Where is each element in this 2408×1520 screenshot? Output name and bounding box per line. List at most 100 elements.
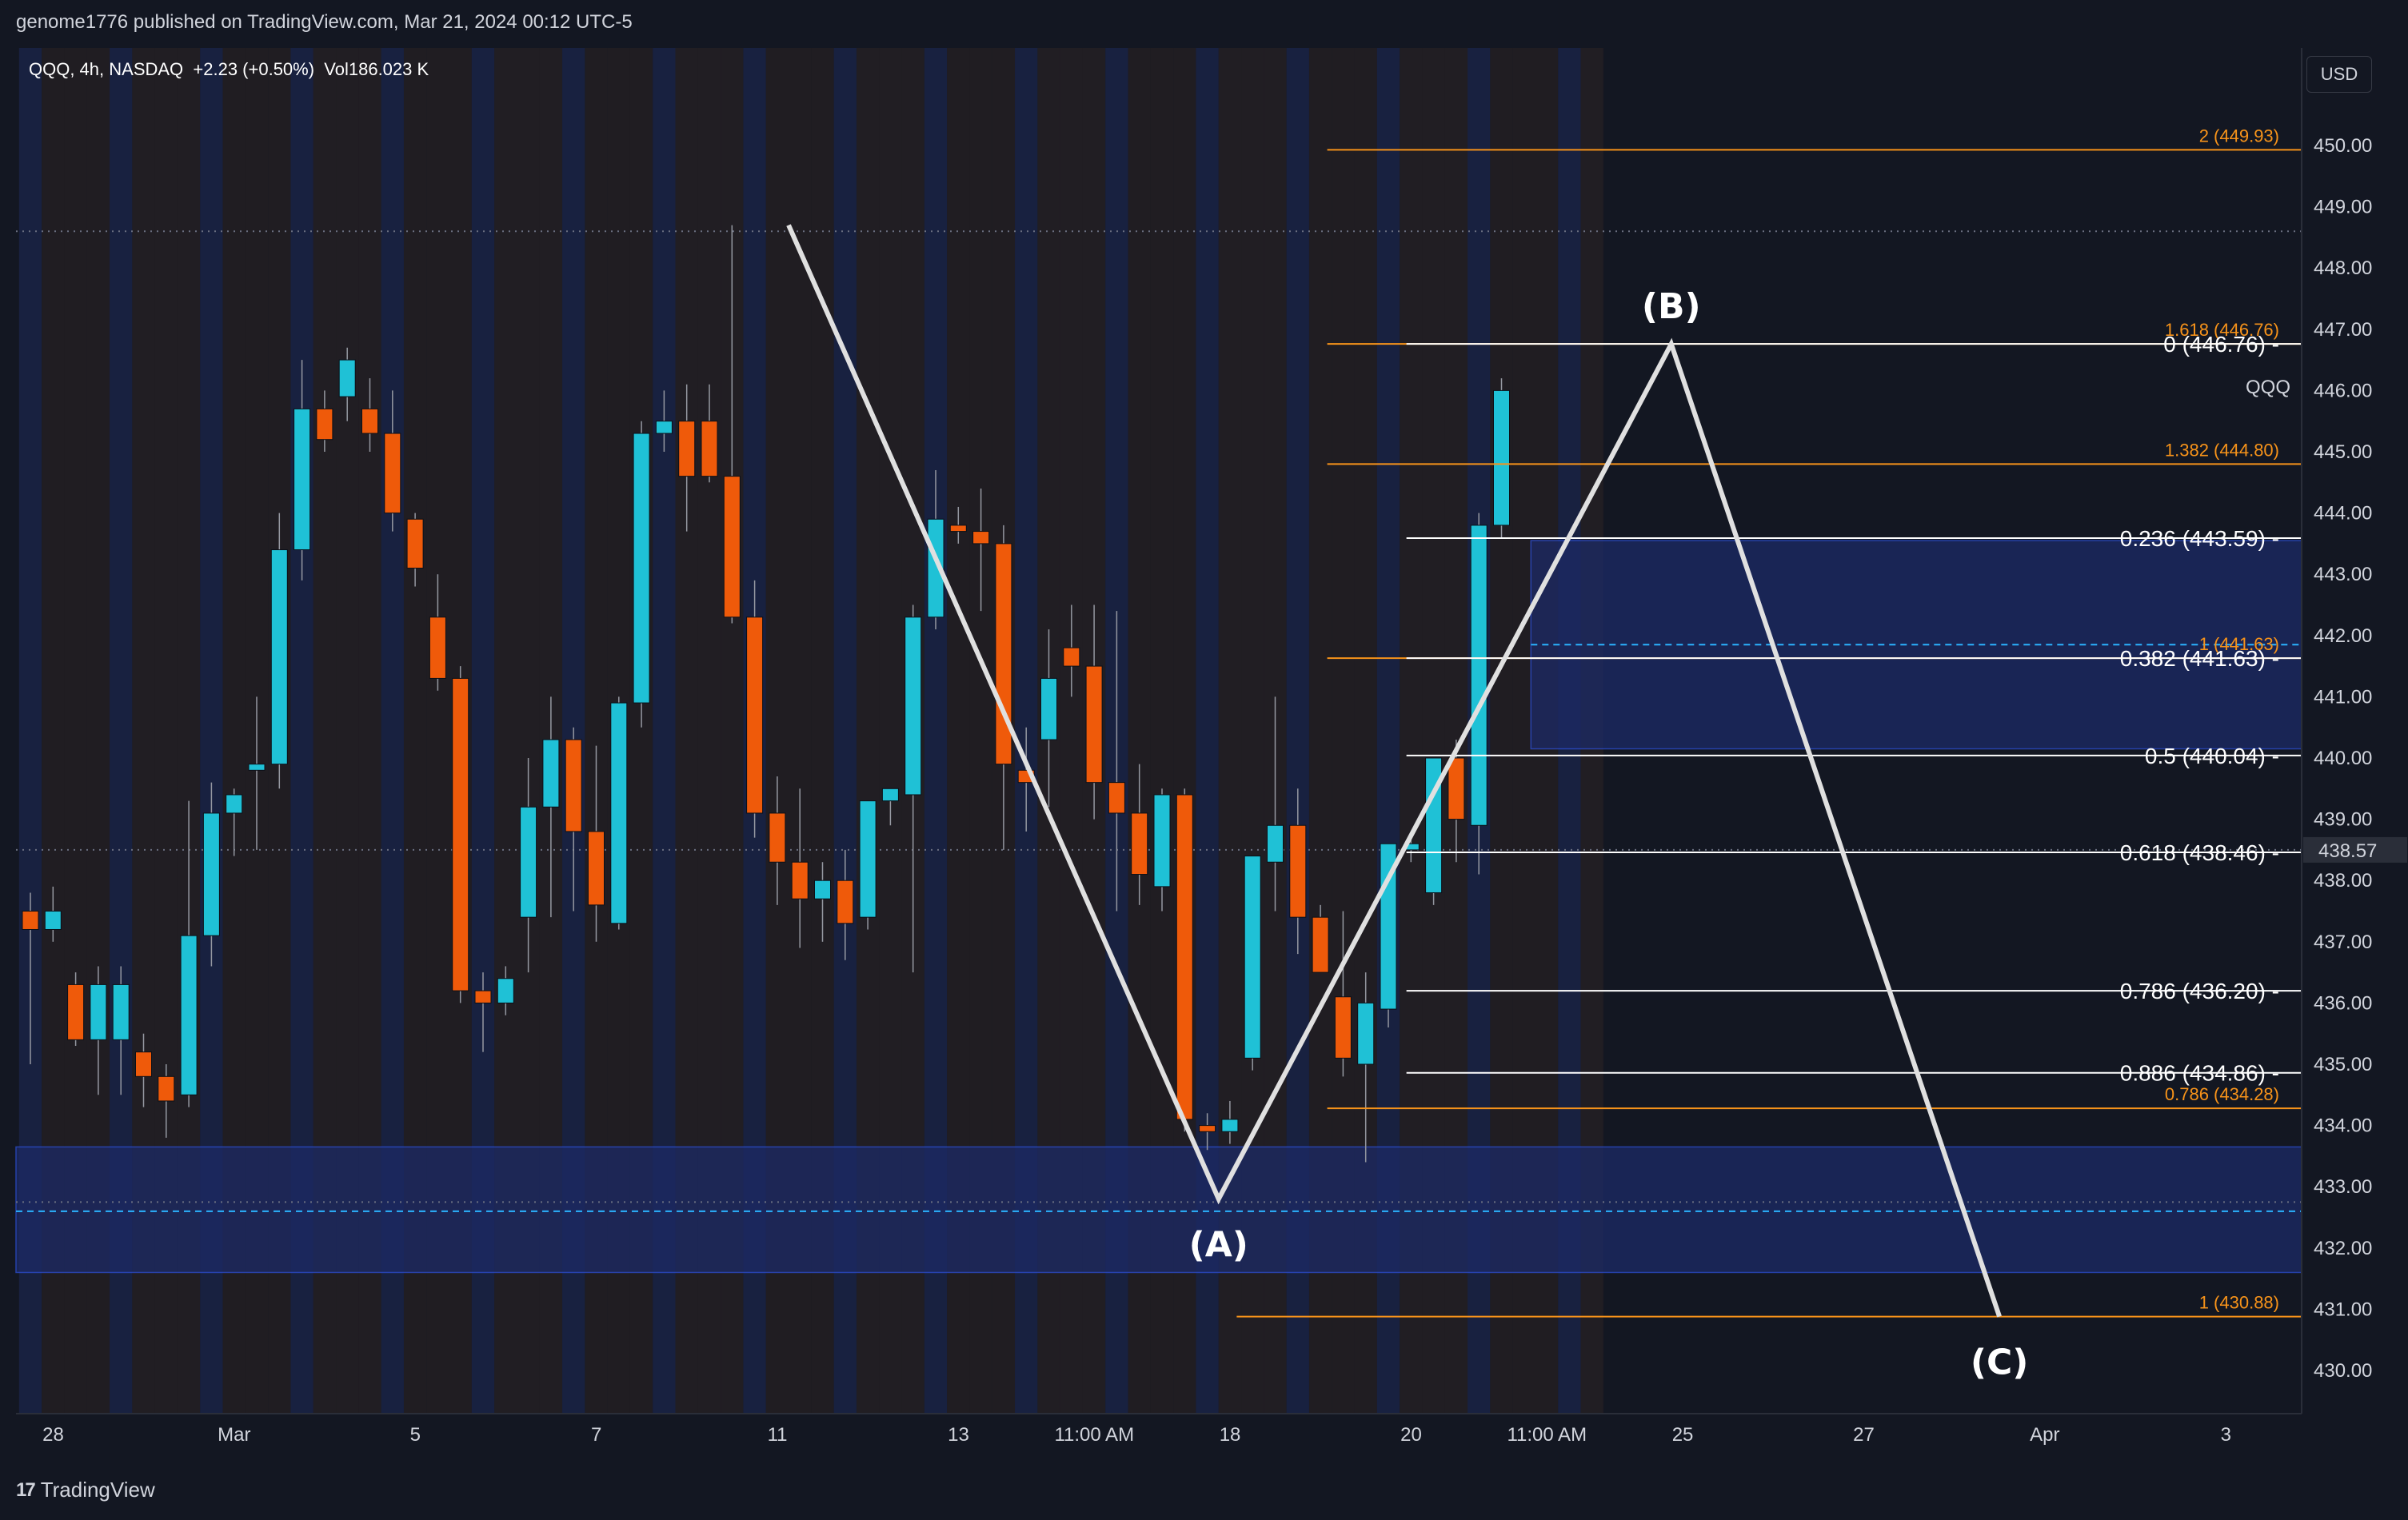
price-tick: 436.00 <box>2314 992 2372 1014</box>
candle <box>678 421 696 477</box>
candle <box>655 421 673 434</box>
candle <box>406 518 424 569</box>
candle <box>429 616 446 679</box>
candle <box>67 983 85 1040</box>
time-tick: Apr <box>2030 1424 2059 1446</box>
candle <box>90 983 107 1040</box>
candle <box>1493 389 1510 526</box>
candle <box>1085 665 1103 784</box>
candle <box>1176 794 1193 1120</box>
candle <box>1425 757 1443 894</box>
price-tick: 430.00 <box>2314 1360 2372 1382</box>
price-tick: 442.00 <box>2314 625 2372 647</box>
supply-demand-zone <box>15 1146 2302 1274</box>
fib-retracement-label: 0.786 (436.20) - <box>2120 979 2279 1003</box>
candle <box>1357 1002 1375 1065</box>
price-tick: 432.00 <box>2314 1238 2372 1259</box>
price-tick: 443.00 <box>2314 564 2372 585</box>
candle <box>1131 812 1148 876</box>
candle <box>610 702 628 924</box>
last-price-tag <box>2303 836 2407 863</box>
candle <box>202 812 220 936</box>
time-tick: 11 <box>768 1424 788 1446</box>
fib-retracement-label: 0.236 (443.59) - <box>2120 526 2279 551</box>
candle <box>881 788 899 802</box>
symbol-legend: QQQ, 4h, NASDAQ +2.23 (+0.50%) Vol186.02… <box>29 59 429 79</box>
fib-retracement-label: 0.5 (440.04) - <box>2145 744 2279 768</box>
price-tick: 449.00 <box>2314 197 2372 218</box>
time-tick: 11:00 AM <box>1054 1424 1134 1446</box>
candle <box>1063 647 1080 667</box>
price-tick: 431.00 <box>2314 1299 2372 1320</box>
candle <box>180 935 198 1095</box>
time-tick: 18 <box>1220 1424 1241 1446</box>
candle <box>1470 525 1488 826</box>
price-tick: 450.00 <box>2314 135 2372 157</box>
candle <box>837 880 854 924</box>
price-tick: 441.00 <box>2314 686 2372 708</box>
price-tick: 444.00 <box>2314 503 2372 525</box>
candle <box>1334 996 1352 1059</box>
candle <box>995 543 1012 765</box>
price-tick: 440.00 <box>2314 748 2372 769</box>
price-tick: 437.00 <box>2314 932 2372 953</box>
candle <box>904 616 922 796</box>
time-tick: 20 <box>1400 1424 1422 1446</box>
candle <box>746 616 764 814</box>
candle <box>1289 824 1307 918</box>
price-tick: 446.00 <box>2314 380 2372 401</box>
candle <box>701 421 718 477</box>
candle <box>270 549 288 765</box>
candle <box>384 433 401 514</box>
time-tick: 5 <box>410 1424 421 1446</box>
fib-extension-label: 1 (430.88) <box>2199 1293 2279 1313</box>
candle <box>316 408 333 441</box>
candle <box>338 359 356 397</box>
candle <box>814 880 831 900</box>
candle <box>520 806 537 918</box>
candle <box>1040 677 1057 740</box>
candles <box>22 225 1510 1163</box>
candle <box>633 433 650 704</box>
candle <box>1153 794 1171 888</box>
price-tick: 434.00 <box>2314 1115 2372 1137</box>
tradingview-logo[interactable]: 17 TradingView <box>16 1478 155 1502</box>
price-tick: 438.00 <box>2314 870 2372 892</box>
price-tick: 433.00 <box>2314 1176 2372 1198</box>
candle <box>565 739 582 832</box>
candle <box>1108 782 1125 814</box>
fib-retracement-label: 0.382 (441.63) - <box>2120 646 2279 671</box>
tradingview-mark-icon: 17 <box>16 1478 36 1501</box>
price-axis <box>2302 48 2408 1414</box>
candle <box>859 800 877 918</box>
candle <box>1244 856 1261 1059</box>
fib-extension-label: 2 (449.93) <box>2199 126 2279 146</box>
candle <box>158 1075 175 1102</box>
candle <box>1199 1125 1216 1132</box>
currency-button[interactable]: USD <box>2306 56 2372 93</box>
fib-retracement-label: 0.618 (438.46) - <box>2120 840 2279 865</box>
candle <box>22 911 39 930</box>
time-tick: Mar <box>218 1424 250 1446</box>
fib-extension-label: 1 (441.63) <box>2199 634 2279 654</box>
candle <box>1312 916 1329 973</box>
time-tick: 7 <box>591 1424 601 1446</box>
candle <box>723 476 741 618</box>
candle <box>542 739 560 808</box>
candle <box>112 983 130 1040</box>
symbol-price-tag: QQQ <box>2246 377 2290 398</box>
fib-extension-label: 1.382 (444.80) <box>2165 440 2279 460</box>
candle <box>452 677 469 991</box>
time-tick: 11:00 AM <box>1507 1424 1587 1446</box>
candle <box>135 1051 152 1077</box>
brand-label: TradingView <box>40 1478 155 1502</box>
time-tick: 13 <box>948 1424 969 1446</box>
candle <box>769 812 786 863</box>
time-tick: 28 <box>42 1424 64 1446</box>
time-axis <box>16 1414 2302 1462</box>
abc-wave-path <box>786 224 2002 1318</box>
footer-bar <box>0 1463 2408 1520</box>
wave-label-b: (B) <box>1642 286 1701 327</box>
time-tick: 3 <box>2221 1424 2231 1446</box>
